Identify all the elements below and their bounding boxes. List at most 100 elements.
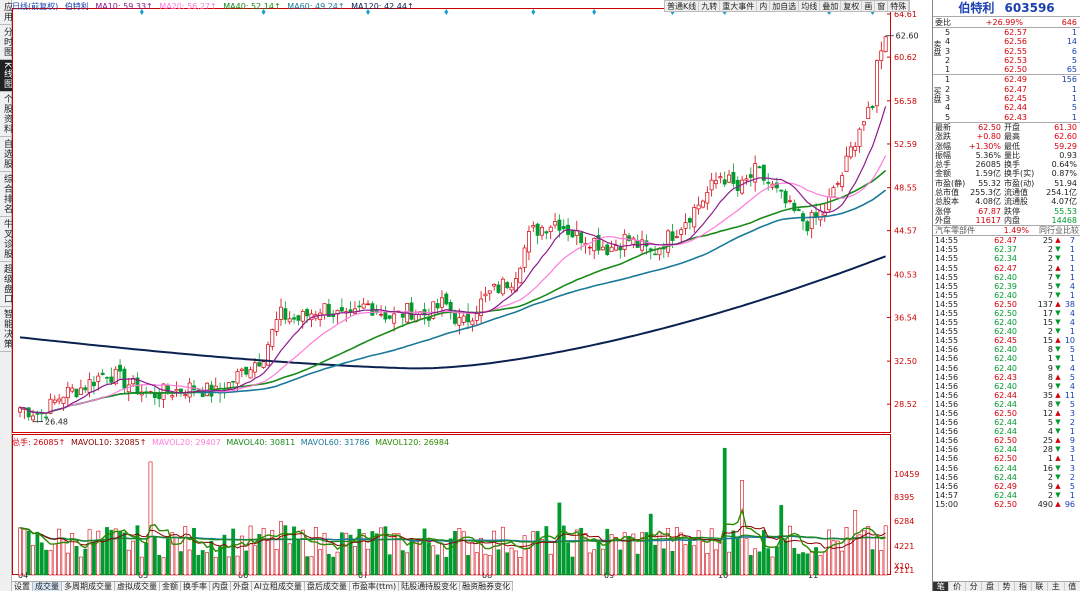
left-tab-8[interactable]: 智能决策 (0, 307, 12, 352)
left-tab-2[interactable]: K线图 (0, 60, 12, 92)
left-tab-5[interactable]: 综合排名 (0, 172, 12, 217)
tick-row: 14:56 62.43 8 ▲ 5 (933, 373, 1080, 382)
tick-count: 9 (1069, 436, 1075, 446)
volume-bar (413, 539, 418, 576)
toolbar-button-0[interactable]: 普通K线 (665, 1, 700, 11)
toolbar-button-3[interactable]: 内 (757, 1, 771, 11)
buy-book-row: 1 62.49 156 (933, 75, 1080, 84)
sector-name[interactable]: 汽车零部件 (935, 226, 975, 236)
volume-bar (152, 536, 157, 576)
quote-panel-tab-3[interactable]: 盘 (982, 582, 999, 591)
left-tab-6[interactable]: 牛叉诊股 (0, 217, 12, 262)
indicator-tab-4[interactable]: 金额 (160, 582, 181, 591)
buy-book-row: 3 62.45 1 (933, 94, 1080, 103)
toolbar-button-2[interactable]: 重大事件 (720, 1, 758, 11)
tick-count: 1 (1069, 272, 1075, 282)
weibi-row: 委比 +26.99% 646 (933, 17, 1080, 28)
toolbar-button-10[interactable]: 特殊 (888, 1, 910, 11)
buy-book-volume: 1 (1071, 94, 1077, 104)
left-tab-3[interactable]: 个股资料 (0, 92, 12, 137)
volume-bar (513, 550, 518, 576)
indicator-tab-11[interactable]: 陆股通持股变化 (399, 582, 461, 591)
indicator-tab-0[interactable]: 设置 (12, 582, 33, 591)
indicator-tab-9[interactable]: 盘后成交量 (305, 582, 350, 591)
tick-list[interactable]: 14:55 62.47 25 ▲ 7 14:55 62.37 2 ▼ 1 14:55 62.34 2 ▼ 1… (933, 236, 1080, 509)
quote-label: 涨跌 (935, 132, 951, 142)
month-label: 09 (604, 571, 614, 580)
left-tab-0[interactable]: 应用 (0, 0, 12, 25)
volume-bar (814, 547, 818, 576)
toolbar-button-1[interactable]: 九转 (699, 1, 721, 11)
toolbar-button-5[interactable]: 均线 (799, 1, 821, 11)
quote-row: 总手 26085 换手 0.64% (933, 160, 1080, 169)
indicator-tab-2[interactable]: 多周期成交量 (62, 582, 115, 591)
indicator-tab-12[interactable]: 融资融券变化 (460, 582, 514, 591)
tick-volume: 2 (1047, 254, 1053, 264)
tick-price: 62.50 (994, 409, 1017, 419)
toolbar-button-7[interactable]: 复权 (841, 1, 863, 11)
toolbar-button-9[interactable]: 窗 (875, 1, 889, 11)
ma20-label: MA20: 56.27↑ (159, 2, 217, 11)
indicator-tab-1[interactable]: 成交量 (33, 582, 62, 591)
volume-bar (483, 553, 488, 576)
left-tab-1[interactable]: 分时图 (0, 25, 12, 60)
tick-volume: 490 (1037, 499, 1053, 509)
tick-count: 10 (1064, 336, 1075, 346)
tick-volume: 9 (1047, 381, 1053, 391)
quote-panel-tab-6[interactable]: 联 (1032, 582, 1049, 591)
toolbar-button-4[interactable]: 加自选 (770, 1, 800, 11)
tick-count: 1 (1069, 454, 1075, 464)
candle-body (235, 371, 240, 384)
quote-panel-tab-7[interactable]: 主 (1048, 582, 1065, 591)
tick-volume: 15 (1042, 336, 1053, 346)
volume-bar (566, 542, 571, 576)
indicator-tab-5[interactable]: 换手率 (181, 582, 210, 591)
candle-body (474, 313, 479, 321)
volume-bar (279, 521, 283, 576)
tick-count: 5 (1069, 345, 1075, 355)
indicator-tab-3[interactable]: 虚拟成交量 (115, 582, 160, 591)
down-arrow-icon: ▼ (1055, 327, 1061, 336)
quote-value: 14468 (1051, 215, 1077, 225)
volume-bar (192, 527, 196, 576)
indicator-tab-7[interactable]: 外盘 (231, 582, 252, 591)
left-tab-4[interactable]: 自选股 (0, 137, 12, 172)
ma120-label: MA120: 42.44↑ (351, 2, 414, 11)
stock-name: 伯特利 (958, 1, 995, 15)
volume-bar (844, 527, 849, 576)
volume-bar (627, 535, 631, 576)
down-arrow-icon: ▼ (1055, 399, 1061, 408)
volume-bar (757, 551, 762, 576)
quote-panel-tab-2[interactable]: 分 (966, 582, 983, 591)
quote-value: 4.07亿 (1051, 197, 1077, 207)
quote-panel-tab-0[interactable]: 笔 (933, 582, 950, 591)
candle-body (818, 210, 823, 221)
tick-volume: 2 (1047, 263, 1053, 273)
tick-price: 62.45 (994, 336, 1017, 346)
volume-bar (518, 557, 523, 576)
quote-value: 254.1亿 (1046, 188, 1077, 198)
quote-panel-tab-5[interactable]: 指 (1015, 582, 1032, 591)
up-arrow-icon: ▲ (1055, 236, 1061, 245)
indicator-tab-6[interactable]: 内盘 (210, 582, 231, 591)
toolbar-button-6[interactable]: 叠加 (820, 1, 842, 11)
quote-panel-tab-1[interactable]: 价 (949, 582, 966, 591)
tick-row: 14:56 62.44 35 ▲ 11 (933, 391, 1080, 400)
indicator-tab-10[interactable]: 市盈率(ttm) (350, 582, 400, 591)
volume-bar (574, 529, 579, 576)
sector-compare-link[interactable]: 同行业比较 (1039, 226, 1079, 236)
volume-bar (44, 549, 49, 576)
candle-body (379, 313, 384, 316)
down-arrow-icon: ▼ (1055, 463, 1061, 472)
quote-panel-tab-8[interactable]: 值 (1065, 582, 1080, 591)
buy-orderbook: 买盘 1 62.49 156 2 62.47 1 3 62.45 1 4 62.44 5 5 62.43 1 (933, 75, 1080, 123)
kline-svg[interactable]: 64.61 60.62 56.58 52.59 48.55 44.57 40.53 36.54… (12, 0, 932, 591)
volume-bar (701, 541, 705, 576)
event-marker-icon (531, 9, 536, 15)
tick-price: 62.39 (994, 281, 1017, 291)
quote-panel-tab-4[interactable]: 势 (999, 582, 1016, 591)
left-tab-7[interactable]: 超级盘口 (0, 262, 12, 307)
stock-code: 603596 (1004, 1, 1055, 15)
indicator-tab-8[interactable]: AI立租成交量 (252, 582, 305, 591)
toolbar-button-8[interactable]: 画 (862, 1, 876, 11)
